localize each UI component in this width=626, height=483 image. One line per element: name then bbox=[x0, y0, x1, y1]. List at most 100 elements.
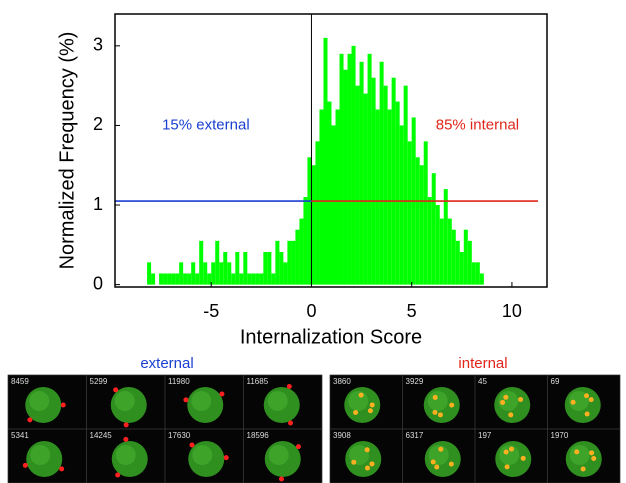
bar bbox=[375, 109, 380, 285]
bar bbox=[227, 262, 232, 285]
cell-frame bbox=[243, 428, 323, 483]
cell-glow bbox=[268, 445, 289, 465]
vesicle bbox=[22, 462, 28, 468]
bar bbox=[187, 273, 192, 285]
bar bbox=[311, 165, 316, 285]
cell-label: 197 bbox=[478, 431, 492, 440]
bar bbox=[363, 93, 368, 285]
bar bbox=[347, 53, 352, 285]
bar bbox=[303, 197, 308, 285]
bar bbox=[335, 109, 340, 285]
cell-label: 17630 bbox=[168, 431, 191, 440]
vesicle bbox=[438, 446, 444, 452]
bar bbox=[199, 240, 204, 285]
bar bbox=[399, 125, 404, 285]
vesicle bbox=[504, 464, 510, 470]
cell-glow bbox=[499, 445, 520, 465]
bar bbox=[319, 109, 324, 285]
vesicle bbox=[448, 461, 454, 467]
cell-glow bbox=[348, 391, 369, 411]
vesicle bbox=[508, 412, 514, 418]
bar bbox=[423, 141, 428, 285]
vesicle bbox=[520, 455, 526, 461]
bar bbox=[323, 37, 328, 285]
bar bbox=[467, 240, 472, 285]
vesicle bbox=[589, 450, 595, 456]
bar bbox=[439, 218, 444, 285]
x-tick-label: 0 bbox=[306, 301, 316, 321]
vesicle bbox=[434, 464, 440, 470]
vesicle bbox=[518, 396, 524, 402]
bar bbox=[299, 218, 304, 285]
bar bbox=[255, 273, 260, 285]
cell-glow bbox=[192, 445, 213, 465]
vesicle bbox=[364, 447, 370, 453]
bar bbox=[279, 251, 284, 285]
bar bbox=[183, 273, 188, 285]
bar bbox=[371, 77, 376, 285]
cell-glow bbox=[267, 391, 288, 411]
vesicle bbox=[364, 465, 370, 471]
vesicle bbox=[351, 459, 357, 465]
plot-frame bbox=[114, 13, 548, 288]
vesicle bbox=[500, 399, 506, 405]
vesicle bbox=[574, 449, 580, 455]
vesicle bbox=[503, 449, 509, 455]
bar bbox=[263, 251, 268, 285]
vesicle bbox=[353, 409, 359, 415]
cell-label: 3860 bbox=[333, 377, 351, 386]
x-tick-label: 5 bbox=[407, 301, 417, 321]
vesicle bbox=[449, 402, 455, 408]
bar bbox=[239, 273, 244, 285]
cell-glow bbox=[115, 445, 136, 465]
vesicle bbox=[503, 394, 509, 400]
annotation: 85% internal bbox=[436, 116, 519, 133]
bar bbox=[475, 262, 480, 285]
cell-frame bbox=[547, 428, 621, 483]
vesicle bbox=[286, 383, 292, 389]
vesicle bbox=[508, 446, 514, 452]
cell-label: 11980 bbox=[168, 377, 190, 386]
bar bbox=[179, 262, 184, 285]
cell-glow bbox=[29, 391, 50, 411]
panel-title: external bbox=[140, 355, 193, 372]
cell-label: 5341 bbox=[11, 431, 29, 440]
vesicle bbox=[432, 394, 438, 400]
bar bbox=[327, 101, 332, 285]
bar bbox=[339, 53, 344, 285]
bar bbox=[271, 273, 276, 285]
bar bbox=[215, 240, 220, 285]
bar bbox=[415, 157, 420, 285]
cell-label: 14245 bbox=[90, 431, 113, 440]
vesicle bbox=[588, 397, 594, 403]
cell-label: 1970 bbox=[551, 431, 569, 440]
cell-label: 5299 bbox=[90, 377, 108, 386]
bar bbox=[191, 262, 196, 285]
bar bbox=[459, 251, 464, 285]
bar bbox=[231, 273, 236, 285]
bar bbox=[419, 165, 424, 285]
vesicle bbox=[123, 422, 129, 428]
bar bbox=[435, 205, 440, 285]
vesicle bbox=[223, 455, 229, 461]
bar bbox=[395, 101, 400, 285]
bar bbox=[359, 61, 364, 285]
x-tick-label: 10 bbox=[502, 301, 522, 321]
bar bbox=[159, 273, 164, 285]
bar bbox=[451, 229, 456, 285]
cell-glow bbox=[498, 391, 519, 411]
vesicle bbox=[369, 461, 375, 467]
vesicle bbox=[580, 466, 586, 472]
bar bbox=[331, 125, 336, 285]
y-tick-label: 2 bbox=[93, 114, 103, 134]
bar bbox=[403, 85, 408, 285]
bar bbox=[287, 240, 292, 285]
x-tick-label: -5 bbox=[203, 301, 219, 321]
annotation: 15% external bbox=[162, 116, 250, 133]
vesicle bbox=[570, 399, 576, 405]
bar bbox=[203, 262, 208, 285]
cell-label: 11685 bbox=[247, 377, 269, 386]
bar bbox=[211, 262, 216, 285]
bar bbox=[471, 262, 476, 285]
